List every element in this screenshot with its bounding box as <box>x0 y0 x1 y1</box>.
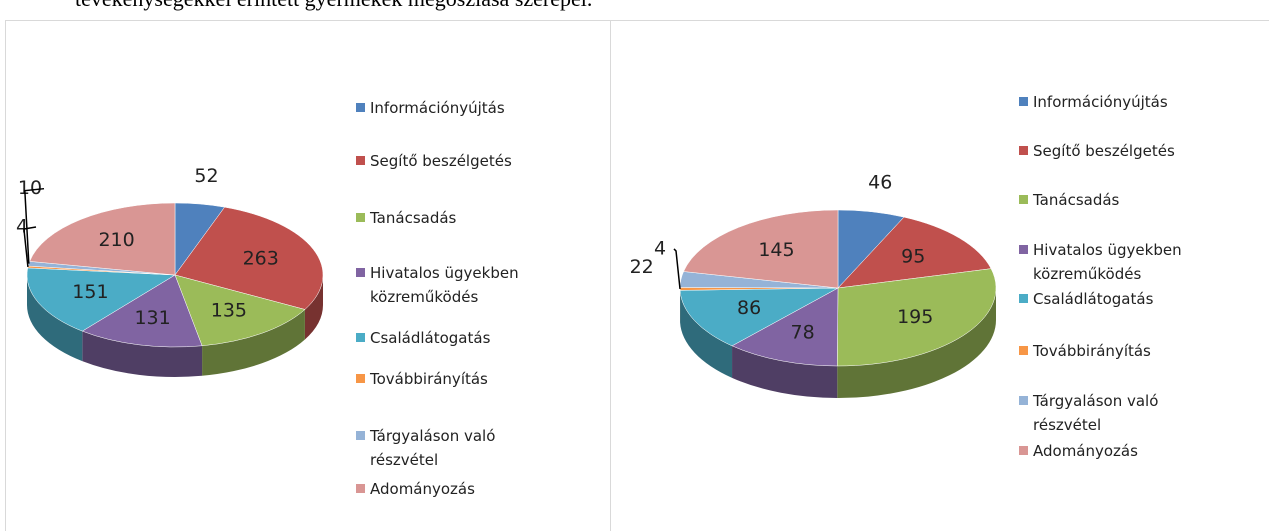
pie-slice <box>837 216 992 289</box>
data-label: 145 <box>758 239 794 261</box>
pie-side <box>304 275 323 340</box>
leader-line <box>673 248 681 289</box>
data-label: 10 <box>18 177 42 199</box>
chart-panel <box>610 20 1269 531</box>
data-label: 4 <box>16 215 28 237</box>
legend-label: Tárgyaláson való részvétel <box>1033 392 1159 434</box>
pie-side <box>202 309 305 376</box>
pie-side <box>732 345 838 398</box>
pie-slice <box>174 206 324 310</box>
pie-slice <box>174 274 306 347</box>
legend-entry: Tanácsadás <box>1019 188 1213 212</box>
legend-swatch <box>1019 245 1028 254</box>
legend-swatch <box>356 213 365 222</box>
pie-slice <box>837 268 997 367</box>
legend-entry: Továbbirányítás <box>1019 339 1213 363</box>
data-label: 151 <box>72 281 108 303</box>
data-label: 263 <box>243 248 279 270</box>
pie-side <box>680 290 733 378</box>
pie-slice <box>683 209 839 289</box>
pie-side <box>837 288 996 399</box>
caption: tevékenységekkel érintett gyermekek mego… <box>75 0 592 12</box>
pie-slice <box>26 267 176 332</box>
legend-swatch <box>356 484 365 493</box>
leader-line <box>24 187 45 264</box>
legend-swatch <box>356 268 365 277</box>
legend-label: Hivatalos ügyekben közreműködés <box>370 264 519 306</box>
legend-swatch <box>356 431 365 440</box>
legend-label: Továbbirányítás <box>370 370 488 388</box>
legend-entry: Családlátogatás <box>1019 287 1213 311</box>
legend-entry: Információnyújtás <box>356 96 550 120</box>
legend-label: Tanácsadás <box>370 209 457 227</box>
legend-entry: Információnyújtás <box>1019 90 1213 114</box>
data-label: 22 <box>630 256 654 278</box>
pie-slice <box>81 274 203 348</box>
legend-label: Adományozás <box>370 480 475 498</box>
legend-swatch <box>356 156 365 165</box>
legend-label: Családlátogatás <box>370 329 491 347</box>
data-label: 52 <box>194 165 218 187</box>
legend-entry: Továbbirányítás <box>356 367 550 391</box>
legend-entry: Segítő beszélgetés <box>356 149 550 173</box>
data-label: 4 <box>654 237 666 259</box>
legend-swatch <box>1019 97 1028 106</box>
legend-swatch <box>1019 396 1028 405</box>
legend-label: Információnyújtás <box>370 99 505 117</box>
pie-side <box>27 275 83 362</box>
legend-label: Információnyújtás <box>1033 93 1168 111</box>
pie-side <box>82 331 203 377</box>
leader-line <box>23 226 37 268</box>
legend-entry: Tanácsadás <box>356 206 550 230</box>
legend-label: Segítő beszélgetés <box>370 152 512 170</box>
legend-swatch <box>356 103 365 112</box>
data-label: 86 <box>737 297 761 319</box>
legend-entry: Segítő beszélgetés <box>1019 139 1213 163</box>
pie-slice <box>679 287 839 347</box>
legend-swatch <box>1019 346 1028 355</box>
data-label: 46 <box>868 171 892 193</box>
legend-entry: Családlátogatás <box>356 326 550 350</box>
legend-entry: Hivatalos ügyekben közreműködés <box>1019 238 1213 286</box>
legend-swatch <box>1019 446 1028 455</box>
legend-label: Segítő beszélgetés <box>1033 142 1175 160</box>
legend-label: Családlátogatás <box>1033 290 1154 308</box>
data-label: 135 <box>211 300 247 322</box>
data-label: 78 <box>790 322 814 344</box>
legend-entry: Tárgyaláson való részvétel <box>1019 389 1213 437</box>
legend-entry: Hivatalos ügyekben közreműködés <box>356 261 550 309</box>
pie-slice <box>731 287 839 367</box>
legend-label: Adományozás <box>1033 442 1138 460</box>
pie-slice <box>29 202 176 276</box>
legend-entry: Adományozás <box>1019 439 1213 463</box>
data-label: 95 <box>901 246 925 268</box>
legend-swatch <box>1019 146 1028 155</box>
legend-swatch <box>356 333 365 342</box>
data-label: 195 <box>897 306 933 328</box>
legend-swatch <box>1019 294 1028 303</box>
legend-label: Tanácsadás <box>1033 191 1120 209</box>
legend-entry: Adományozás <box>356 477 550 501</box>
legend-label: Továbbirányítás <box>1033 342 1151 360</box>
data-label: 131 <box>134 307 170 329</box>
legend-swatch <box>1019 195 1028 204</box>
legend-entry: Tárgyaláson való részvétel <box>356 424 550 472</box>
data-label: 210 <box>98 229 134 251</box>
legend-label: Tárgyaláson való részvétel <box>370 427 496 469</box>
legend-label: Hivatalos ügyekben közreműködés <box>1033 241 1182 283</box>
legend-swatch <box>356 374 365 383</box>
